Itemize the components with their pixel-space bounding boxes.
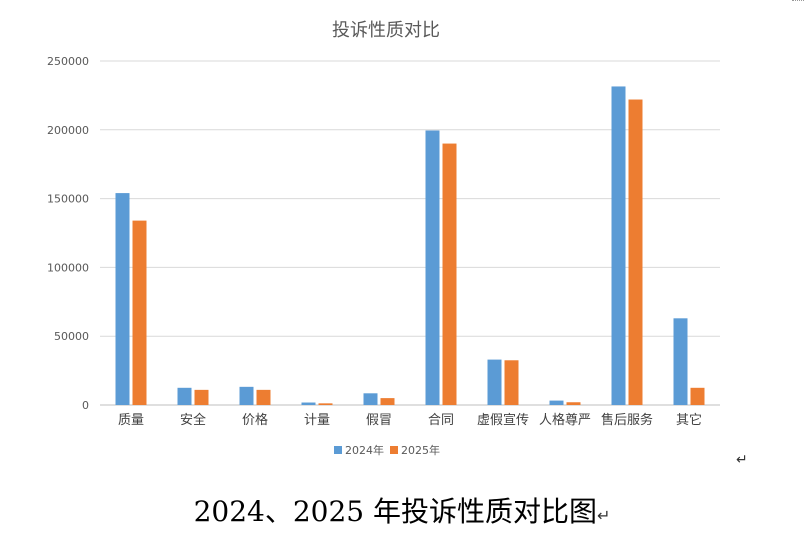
y-tick-label: 200000 [47,124,89,137]
legend-label: 2024年 [345,443,384,457]
x-tick-label: 人格尊严 [539,412,591,428]
chart: 投诉性质对比 0 50000 100000 150000 200000 250000 质量… [47,20,720,457]
bar-series1 [673,318,688,405]
x-tick-label: 售后服务 [601,412,653,428]
caption-paragraph-mark: ↵ [597,506,611,525]
y-tick-label: 250000 [47,55,89,68]
legend-swatch [390,446,398,454]
corner-mark [792,0,804,2]
x-tick-label: 虚假宣传 [477,412,529,428]
legend: 2024年 2025年 [334,443,440,457]
caption-text: 2024、2025 年投诉性质对比图 [193,495,597,528]
x-axis: 质量 安全 价格 计量 假冒 合同 虚假宣传 人格尊严 售后服务 其它 [118,412,702,428]
bar-series2 [690,387,705,405]
x-tick-label: 安全 [180,412,206,428]
y-tick-label: 50000 [54,330,89,343]
bar-series2 [194,389,209,405]
bar-series2 [566,402,581,405]
x-tick-label: 计量 [304,413,330,428]
bar-series2 [504,360,519,405]
bar-series2 [442,143,457,405]
y-axis: 0 50000 100000 150000 200000 250000 [47,55,89,412]
x-tick-label: 质量 [118,413,144,428]
bar-series2 [132,220,147,405]
bar-series1 [177,387,192,405]
bar-series2 [628,99,643,405]
legend-label: 2025年 [401,443,440,457]
bar-series1 [487,359,502,405]
bar-series2 [380,398,395,405]
x-tick-label: 假冒 [366,413,392,428]
bar-series1 [115,193,130,405]
bars [115,86,705,406]
bar-series1 [363,393,378,405]
figure-caption: 2024、2025 年投诉性质对比图↵ [0,490,804,530]
bar-series1 [425,130,440,405]
y-tick-label: 100000 [47,261,89,274]
y-tick-label: 0 [82,399,89,412]
paragraph-mark: ↵ [736,452,748,468]
x-tick-label: 价格 [242,412,268,428]
bar-series2 [256,389,271,405]
y-tick-label: 150000 [47,193,89,206]
legend-swatch [334,446,342,454]
chart-title: 投诉性质对比 [332,20,440,41]
x-tick-label: 合同 [428,413,454,428]
bar-series1 [301,402,316,405]
bar-series1 [611,86,626,406]
bar-series1 [239,386,254,405]
bar-series1 [549,400,564,405]
gridlines [100,60,720,406]
x-tick-label: 其它 [676,412,702,428]
bar-series2 [318,403,333,405]
